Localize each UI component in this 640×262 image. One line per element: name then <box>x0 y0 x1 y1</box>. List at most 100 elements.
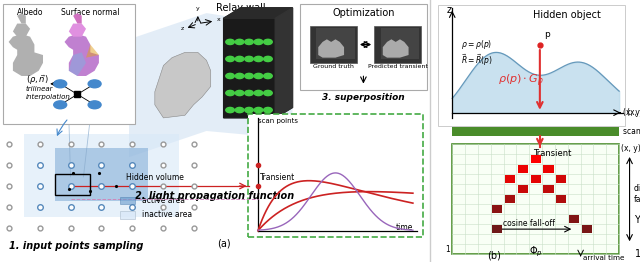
Circle shape <box>88 101 101 109</box>
FancyBboxPatch shape <box>300 4 427 90</box>
Circle shape <box>236 56 244 62</box>
Text: (x, y): (x, y) <box>621 144 640 153</box>
Polygon shape <box>155 52 211 118</box>
Text: (b): (b) <box>487 251 501 261</box>
Text: Hidden volume: Hidden volume <box>126 173 184 182</box>
Circle shape <box>254 73 263 79</box>
Text: $(\rho, \vec{n})$: $(\rho, \vec{n})$ <box>26 73 49 87</box>
Bar <box>310 26 357 63</box>
Bar <box>531 175 541 183</box>
Text: $\vec{R} = \vec{R}(p)$: $\vec{R} = \vec{R}(p)$ <box>461 52 493 68</box>
Circle shape <box>254 90 263 96</box>
Circle shape <box>226 107 234 113</box>
Text: scan points: scan points <box>623 127 640 136</box>
Bar <box>556 195 566 203</box>
Polygon shape <box>223 8 292 18</box>
Text: $\Phi_p$: $\Phi_p$ <box>529 245 543 259</box>
Text: x: x <box>217 17 221 22</box>
Text: Ground truth: Ground truth <box>313 64 354 69</box>
Circle shape <box>54 101 67 109</box>
Bar <box>55 148 148 201</box>
Text: active area: active area <box>142 196 185 205</box>
Circle shape <box>226 39 234 45</box>
Bar <box>505 195 515 203</box>
Text: Relay wall: Relay wall <box>216 3 266 13</box>
Text: Transient: Transient <box>260 173 296 182</box>
Circle shape <box>226 73 234 79</box>
Bar <box>120 196 136 204</box>
Bar <box>569 215 579 223</box>
Text: arrival time: arrival time <box>582 255 624 261</box>
Text: Optimization: Optimization <box>332 8 395 18</box>
Bar <box>492 205 502 213</box>
Circle shape <box>254 39 263 45</box>
Text: $\Upsilon_p$: $\Upsilon_p$ <box>634 214 640 228</box>
Text: z: z <box>180 26 184 31</box>
Text: Surface normal: Surface normal <box>61 8 120 17</box>
FancyBboxPatch shape <box>3 4 134 124</box>
Polygon shape <box>318 39 344 58</box>
Circle shape <box>264 39 272 45</box>
Bar <box>120 211 136 219</box>
Text: Hidden object: Hidden object <box>533 10 601 20</box>
Polygon shape <box>223 8 292 118</box>
Polygon shape <box>73 13 82 24</box>
Bar <box>452 127 619 136</box>
Text: cosine fall-off: cosine fall-off <box>503 219 555 228</box>
Polygon shape <box>383 39 408 58</box>
Bar <box>543 185 554 193</box>
Text: (a): (a) <box>217 239 230 249</box>
Polygon shape <box>69 52 86 76</box>
Circle shape <box>264 107 272 113</box>
Polygon shape <box>13 24 30 37</box>
Polygon shape <box>69 24 86 37</box>
Circle shape <box>264 56 272 62</box>
Text: $\rho(p) \cdot G_p$: $\rho(p) \cdot G_p$ <box>498 73 544 89</box>
Bar <box>543 165 554 173</box>
Text: 1: 1 <box>445 245 450 254</box>
Text: y: y <box>196 7 200 12</box>
Polygon shape <box>8 34 43 76</box>
Text: p: p <box>544 30 550 39</box>
Text: trilinear
interpolation: trilinear interpolation <box>26 86 70 100</box>
Circle shape <box>254 56 263 62</box>
FancyBboxPatch shape <box>248 114 423 237</box>
Text: scan points: scan points <box>258 118 298 124</box>
Circle shape <box>264 73 272 79</box>
Bar <box>452 144 619 254</box>
Bar <box>316 28 355 59</box>
Circle shape <box>244 73 253 79</box>
Text: $\rho = \rho(p)$: $\rho = \rho(p)$ <box>461 38 492 51</box>
Text: Albedo: Albedo <box>17 8 44 17</box>
Bar <box>518 185 528 193</box>
Bar <box>582 225 592 233</box>
Circle shape <box>236 107 244 113</box>
Polygon shape <box>17 13 26 24</box>
Text: z: z <box>447 5 452 15</box>
Polygon shape <box>65 34 99 76</box>
Text: (x, y): (x, y) <box>623 108 640 117</box>
Text: Transient: Transient <box>533 149 572 158</box>
Bar <box>374 26 422 63</box>
Circle shape <box>244 39 253 45</box>
Circle shape <box>254 107 263 113</box>
Text: inactive area: inactive area <box>142 210 192 219</box>
Text: 3. superposition: 3. superposition <box>322 93 404 102</box>
Text: Predicted transient: Predicted transient <box>368 64 428 69</box>
Bar <box>24 134 179 217</box>
Text: distance
fall-off: distance fall-off <box>634 184 640 204</box>
Bar <box>438 5 625 126</box>
Bar <box>381 28 419 59</box>
Circle shape <box>244 107 253 113</box>
Text: $1_A$: $1_A$ <box>634 247 640 261</box>
Bar <box>518 165 528 173</box>
Bar <box>531 155 541 163</box>
Circle shape <box>264 90 272 96</box>
Text: 1. input points sampling: 1. input points sampling <box>8 241 143 251</box>
Bar <box>505 175 515 183</box>
Bar <box>56 174 90 195</box>
Text: (x, y): (x, y) <box>627 108 640 117</box>
Bar <box>492 225 502 233</box>
Circle shape <box>244 90 253 96</box>
Circle shape <box>54 80 67 88</box>
